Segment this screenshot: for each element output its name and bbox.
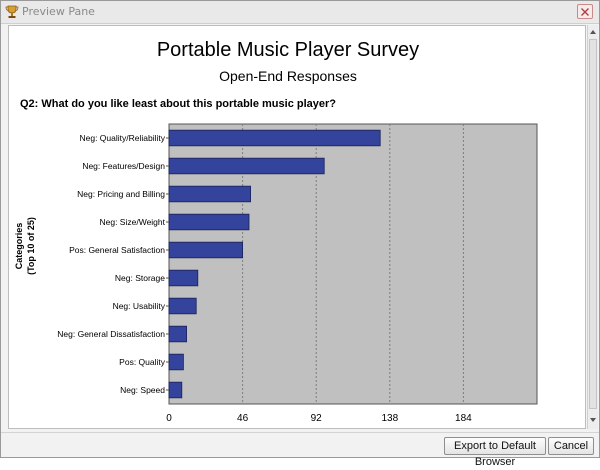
gridlines — [242, 124, 464, 404]
x-tick-labels: 0 46 92 138 184 — [166, 413, 472, 424]
vertical-scrollbar[interactable] — [587, 25, 598, 429]
bar — [168, 269, 199, 287]
bars-group — [168, 129, 381, 399]
x-tick-label: 0 — [166, 413, 172, 424]
category-label: Neg: Usability — [113, 301, 166, 311]
close-button[interactable] — [577, 4, 593, 19]
cancel-button[interactable]: Cancel — [548, 437, 594, 455]
category-labels: Neg: Quality/Reliability Neg: Features/De… — [57, 133, 169, 395]
export-browser-button[interactable]: Export to Default Browser — [444, 437, 546, 468]
close-icon — [581, 8, 589, 16]
category-label: Neg: Storage — [115, 273, 165, 283]
window-title: Preview Pane — [22, 5, 95, 18]
category-label: Neg: Features/Design — [82, 161, 165, 171]
category-label: Neg: Pricing and Billing — [77, 189, 165, 199]
bar — [168, 129, 381, 147]
report-subtitle: Open-End Responses — [219, 68, 357, 84]
category-label: Neg: Speed — [120, 385, 165, 395]
bar — [168, 241, 243, 259]
bar — [168, 185, 251, 203]
bar — [168, 325, 188, 343]
category-label: Pos: General Satisfaction — [69, 245, 165, 255]
scroll-up-icon[interactable] — [589, 27, 597, 37]
bar — [168, 353, 184, 371]
y-axis-subtitle: (Top 10 of 25) — [26, 217, 36, 275]
category-label: Neg: General Dissatisfaction — [57, 329, 165, 339]
category-label: Neg: Size/Weight — [99, 217, 165, 227]
report-chart: Portable Music Player Survey Open-End Re… — [14, 39, 538, 424]
scrollbar-thumb[interactable] — [589, 39, 597, 409]
footer-divider — [1, 432, 599, 433]
scroll-down-icon[interactable] — [589, 415, 597, 425]
trophy-icon — [5, 5, 19, 18]
category-label: Neg: Quality/Reliability — [79, 133, 165, 143]
x-tick-label: 46 — [237, 413, 249, 424]
title-bar[interactable]: Preview Pane — [1, 1, 599, 24]
category-label: Pos: Quality — [119, 357, 166, 367]
bar — [168, 297, 197, 315]
x-tick-label: 92 — [311, 413, 323, 424]
x-tick-label: 184 — [455, 413, 472, 424]
preview-content: Portable Music Player Survey Open-End Re… — [8, 25, 586, 429]
report-title: Portable Music Player Survey — [157, 39, 419, 61]
x-tick-label: 138 — [381, 413, 398, 424]
y-axis-title: Categories — [14, 223, 24, 270]
bar — [168, 213, 250, 231]
bar — [168, 381, 183, 399]
bar — [168, 157, 325, 175]
question-text: Q2: What do you like least about this po… — [20, 98, 336, 110]
